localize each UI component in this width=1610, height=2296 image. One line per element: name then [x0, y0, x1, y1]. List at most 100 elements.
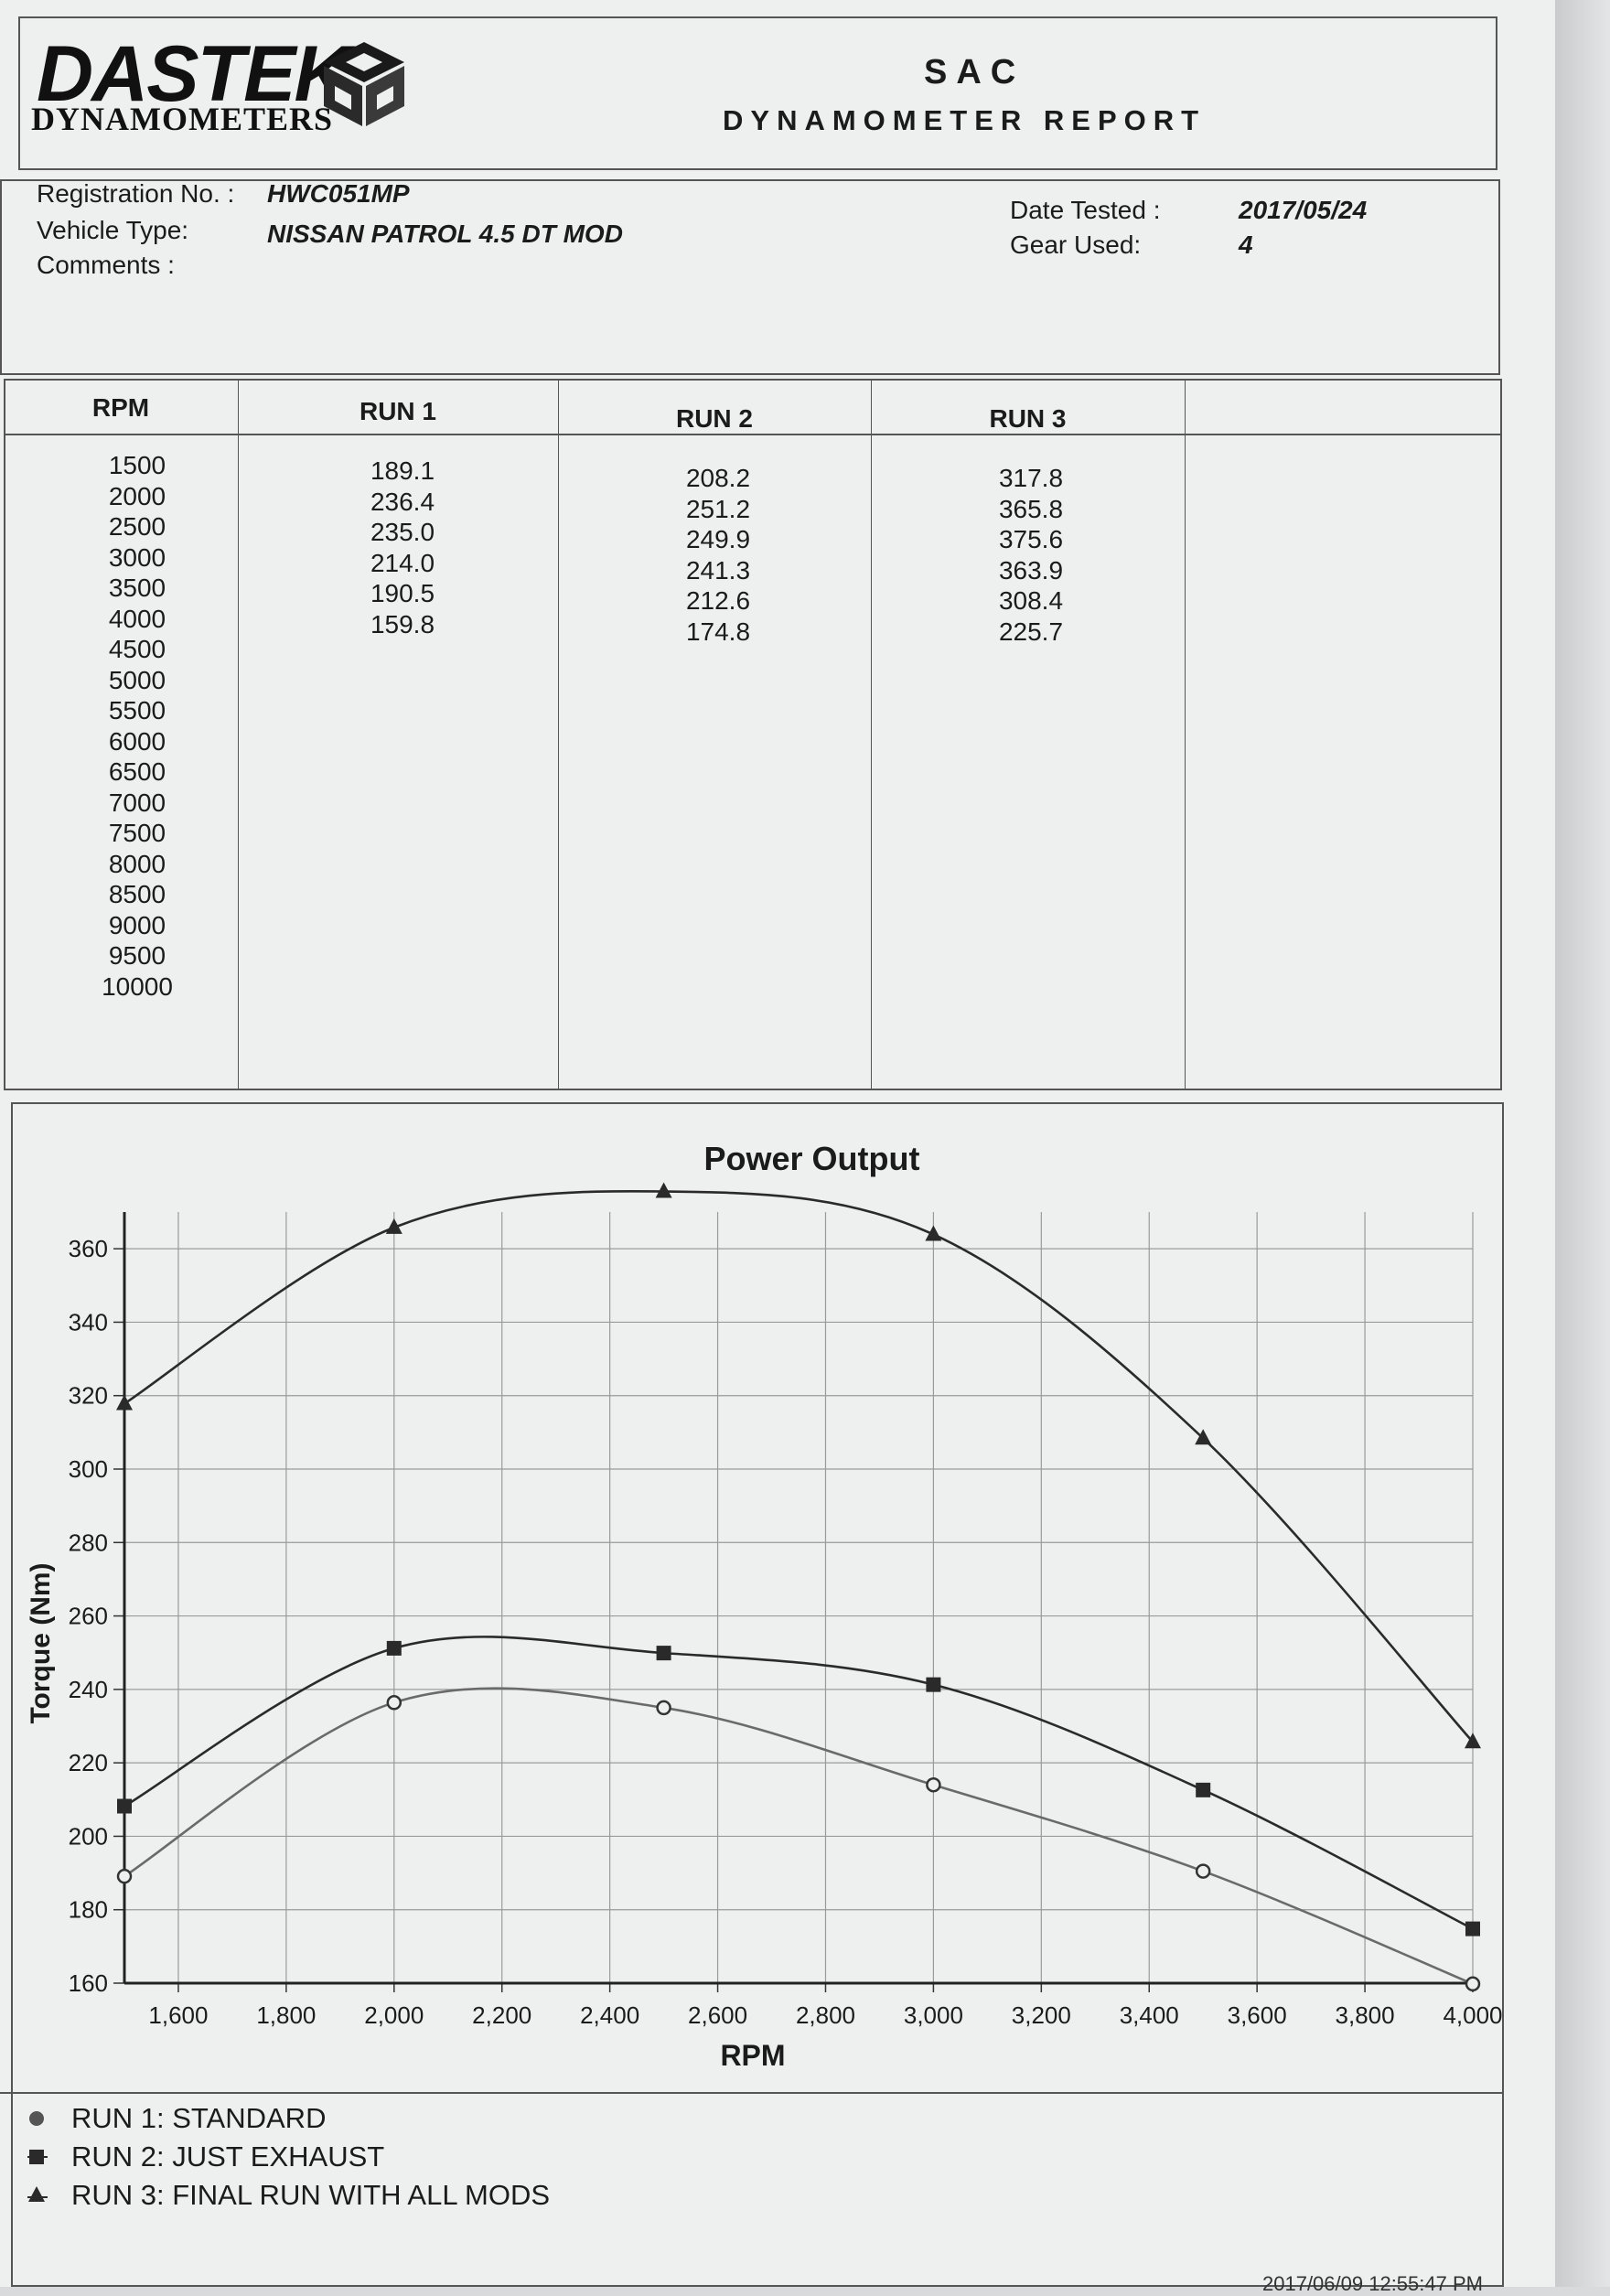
table-cell-run2: 174.8 — [685, 617, 751, 646]
table-cell-rpm: 8000 — [108, 849, 166, 878]
table-cell-rpm: 2500 — [108, 512, 166, 541]
circle-marker-icon — [29, 2111, 44, 2126]
data-point-run2 — [117, 1798, 132, 1814]
background-edge — [1555, 0, 1610, 2287]
table-cell-rpm: 10000 — [102, 971, 173, 1001]
table-col-divider — [871, 379, 872, 1090]
vehicle-type-value: NISSAN PATROL 4.5 DT MOD — [267, 220, 623, 248]
table-cell-rpm: 7000 — [108, 788, 166, 817]
print-timestamp: 2017/06/09 12:55:47 PM — [1262, 2272, 1483, 2295]
data-point-run3 — [116, 1394, 133, 1411]
data-point-run1 — [1195, 1863, 1211, 1879]
gear-used-value: 4 — [1239, 231, 1253, 259]
data-point-run1 — [1465, 1976, 1481, 1992]
table-cell-rpm: 9500 — [108, 941, 166, 970]
results-table — [4, 379, 1502, 1090]
table-header-run3: RUN 3 — [989, 404, 1067, 433]
logo-cube-icon — [324, 42, 404, 126]
table-cell-run2: 251.2 — [685, 494, 751, 523]
table-column-run3: 317.8 365.8 375.6 363.9 308.4 225.7 — [939, 463, 1122, 647]
y-tick-label: 320 — [69, 1382, 108, 1410]
legend-label: RUN 1: STANDARD — [71, 2102, 327, 2134]
table-cell-run1: 159.8 — [370, 609, 435, 638]
table-col-divider — [238, 379, 239, 1090]
table-header-run1: RUN 1 — [359, 397, 436, 425]
date-tested-value: 2017/05/24 — [1239, 196, 1368, 224]
table-cell-run2: 241.3 — [685, 555, 751, 585]
date-tested-label: Date Tested : — [1010, 196, 1161, 224]
y-tick-label: 260 — [69, 1603, 108, 1630]
x-tick-label: 1,600 — [148, 2001, 208, 2029]
data-point-run2 — [926, 1677, 941, 1692]
data-point-run2 — [1196, 1782, 1211, 1797]
table-cell-rpm: 3500 — [108, 574, 166, 602]
header-box — [18, 16, 1497, 170]
x-tick-label: 3,800 — [1336, 2001, 1395, 2029]
data-point-run1 — [116, 1868, 133, 1884]
x-tick-label: 2,600 — [688, 2001, 747, 2029]
table-cell-run3: 365.8 — [998, 494, 1064, 523]
legend-label: RUN 2: JUST EXHAUST — [71, 2140, 385, 2173]
y-tick-label: 300 — [69, 1455, 108, 1483]
x-tick-label: 1,800 — [256, 2001, 316, 2029]
x-tick-label: 3,200 — [1012, 2001, 1071, 2029]
data-point-run3 — [925, 1225, 942, 1241]
logo-wordmark: DASTEK — [37, 30, 351, 118]
x-axis-label: RPM — [720, 2039, 785, 2072]
data-point-run3 — [655, 1182, 672, 1198]
vehicle-type-label: Vehicle Type: — [37, 216, 189, 244]
triangle-marker-icon — [27, 2186, 48, 2202]
table-cell-rpm: 9000 — [108, 910, 166, 939]
y-tick-label: 360 — [69, 1235, 108, 1262]
table-cell-rpm: 8500 — [108, 880, 166, 908]
table-cell-rpm: 4000 — [108, 604, 166, 633]
table-cell-run1: 236.4 — [370, 487, 435, 516]
table-cell-run3: 308.4 — [998, 586, 1064, 615]
x-tick-label: 2,400 — [580, 2001, 639, 2029]
y-tick-label: 240 — [69, 1676, 108, 1703]
data-point-run1 — [656, 1700, 671, 1716]
table-cell-run1: 189.1 — [370, 456, 435, 485]
y-tick-label: 180 — [69, 1896, 108, 1924]
series-line-run2 — [123, 1636, 1474, 1930]
table-cell-run2: 249.9 — [685, 525, 751, 553]
table-cell-run3: 317.8 — [998, 464, 1064, 492]
y-tick-label: 160 — [69, 1969, 108, 1997]
table-cell-run1: 190.5 — [370, 579, 435, 607]
table-cell-run1: 235.0 — [370, 518, 435, 546]
report-title: SAC — [924, 53, 1025, 91]
info-box — [0, 179, 1500, 375]
table-cell-run1: 214.0 — [370, 548, 435, 577]
series-line-run3 — [123, 1189, 1474, 1743]
table-cell-rpm: 6500 — [108, 757, 166, 786]
legend-item: RUN 1: STANDARD — [27, 2104, 326, 2132]
x-tick-label: 2,800 — [796, 2001, 855, 2029]
x-tick-label: 2,000 — [364, 2001, 424, 2029]
table-cell-run3: 363.9 — [998, 555, 1064, 585]
data-point-run2 — [386, 1640, 402, 1656]
table-cell-rpm: 5000 — [108, 665, 166, 694]
logo-subtitle: DYNAMOMETERS — [31, 101, 334, 137]
x-tick-label: 3,400 — [1120, 2001, 1179, 2029]
table-cell-rpm: 3000 — [108, 542, 166, 572]
y-tick-label: 200 — [69, 1822, 108, 1850]
legend-label: RUN 3: FINAL RUN WITH ALL MODS — [71, 2179, 551, 2211]
legend-item: RUN 2: JUST EXHAUST — [27, 2142, 384, 2171]
data-point-run2 — [1465, 1921, 1480, 1937]
table-cell-rpm: 1500 — [108, 451, 166, 479]
data-point-run3 — [1195, 1429, 1212, 1445]
table-cell-rpm: 7500 — [108, 819, 166, 847]
table-header-run2: RUN 2 — [675, 404, 753, 433]
table-cell-rpm: 5500 — [108, 696, 166, 724]
table-column-run2: 208.2 251.2 249.9 241.3 212.6 174.8 — [627, 463, 810, 647]
chart-box — [11, 1102, 1504, 2287]
table-col-divider — [1185, 379, 1186, 1090]
table-col-divider — [558, 379, 559, 1090]
report-sheet — [0, 0, 1555, 2287]
table-cell-run2: 208.2 — [685, 464, 751, 492]
table-cell-run2: 212.6 — [685, 586, 751, 615]
registration-label: Registration No. : — [37, 179, 235, 208]
square-marker-icon — [27, 2150, 48, 2164]
data-point-run2 — [656, 1646, 671, 1661]
x-tick-label: 4,000 — [1443, 2001, 1502, 2029]
